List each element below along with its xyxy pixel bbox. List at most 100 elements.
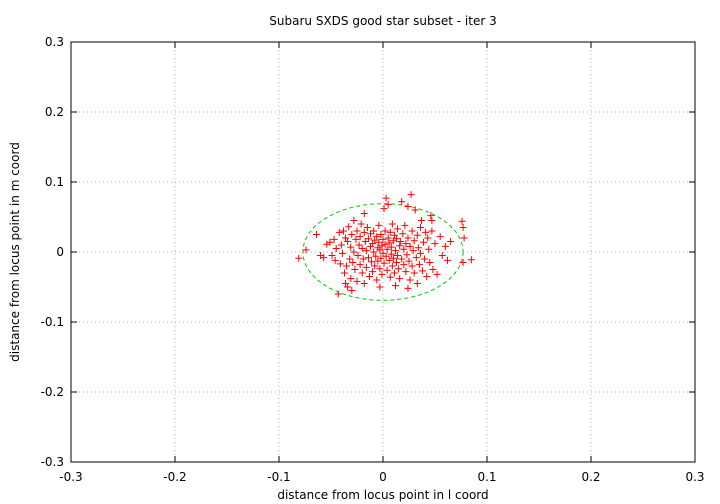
data-point (337, 241, 345, 249)
data-point (396, 275, 404, 283)
data-point (388, 262, 396, 270)
x-tick-label: -0.3 (59, 470, 82, 484)
data-point (411, 206, 419, 214)
data-point (391, 247, 399, 255)
data-point (385, 239, 393, 247)
data-point (380, 205, 388, 213)
data-point (377, 254, 385, 262)
data-point (422, 228, 430, 236)
y-tick-label: -0.1 (41, 315, 64, 329)
data-point (375, 221, 383, 229)
y-tick-label: 0.1 (45, 175, 64, 189)
data-point (416, 224, 424, 231)
data-point (406, 242, 414, 250)
data-point (343, 262, 351, 270)
data-point (386, 228, 394, 236)
data-point (332, 245, 340, 252)
y-axis-label: distance from locus point in m coord (8, 142, 22, 362)
data-point (427, 212, 435, 220)
data-point (335, 228, 343, 236)
x-tick-label: 0.2 (581, 470, 600, 484)
data-point (417, 217, 425, 224)
data-point (433, 270, 441, 278)
data-point (397, 238, 405, 245)
y-tick-label: -0.2 (41, 385, 64, 399)
data-point (423, 273, 431, 280)
data-point (428, 227, 436, 235)
data-point (349, 259, 357, 266)
data-point (348, 231, 356, 238)
data-point (371, 262, 379, 270)
data-point (356, 261, 364, 269)
data-point (460, 234, 468, 242)
data-point (373, 276, 381, 284)
data-point (396, 242, 404, 250)
data-point (345, 223, 353, 231)
data-point (379, 235, 387, 243)
data-point (381, 227, 389, 235)
data-point (382, 252, 390, 260)
data-point (406, 276, 414, 284)
data-point (387, 250, 395, 258)
data-point (360, 280, 368, 287)
data-point (350, 248, 358, 256)
data-point (413, 231, 421, 239)
ticks: -0.3 -0.2 -0.1 0 0.1 0.2 0.3 -0.3 -0.2 -0.1 0 0.1 0.… (41, 35, 705, 484)
data-point (302, 246, 310, 254)
data-point (447, 238, 455, 245)
data-point (295, 254, 303, 262)
data-point (405, 257, 413, 265)
data-point (353, 227, 361, 235)
data-point (420, 238, 428, 246)
data-point (338, 249, 346, 257)
data-point (360, 210, 368, 217)
data-point (421, 255, 429, 263)
data-point (341, 269, 349, 277)
data-point (402, 268, 410, 276)
data-point (368, 258, 376, 266)
data-point (467, 256, 475, 264)
data-point (459, 224, 467, 231)
data-point (364, 235, 372, 243)
data-point (376, 246, 384, 254)
data-point (362, 263, 370, 271)
x-tick-label: 0.1 (477, 470, 496, 484)
data-point (398, 255, 406, 263)
data-point (336, 260, 344, 268)
data-point (384, 200, 392, 208)
data-point (383, 245, 391, 253)
data-point (387, 243, 395, 251)
data-point (353, 277, 361, 285)
x-tick-label: 0 (379, 470, 387, 484)
x-tick-label: 0.3 (685, 470, 704, 484)
data-point (354, 252, 362, 259)
points-layer (295, 191, 475, 298)
data-point (415, 261, 423, 269)
x-tick-label: -0.2 (163, 470, 186, 484)
data-point (373, 233, 381, 241)
y-tick-label: 0.2 (45, 105, 64, 119)
data-point (400, 245, 408, 253)
data-point (350, 217, 358, 224)
data-point (428, 217, 436, 224)
data-point (347, 275, 355, 283)
y-tick-label: 0.3 (45, 35, 64, 49)
data-point (441, 242, 449, 250)
data-point (384, 234, 392, 242)
data-point (334, 290, 342, 298)
data-point (408, 227, 416, 235)
data-point (402, 240, 410, 248)
data-point (312, 231, 320, 238)
data-point (416, 249, 424, 257)
data-point (414, 244, 422, 252)
data-point (381, 240, 389, 248)
data-point (370, 227, 378, 235)
fit-ellipse (302, 203, 464, 301)
data-point (388, 220, 396, 228)
data-point (425, 245, 433, 253)
x-tick-label: -0.1 (267, 470, 290, 484)
data-point (363, 224, 371, 231)
data-point (429, 266, 437, 273)
ellipse-layer (302, 203, 464, 301)
data-point (398, 198, 406, 206)
